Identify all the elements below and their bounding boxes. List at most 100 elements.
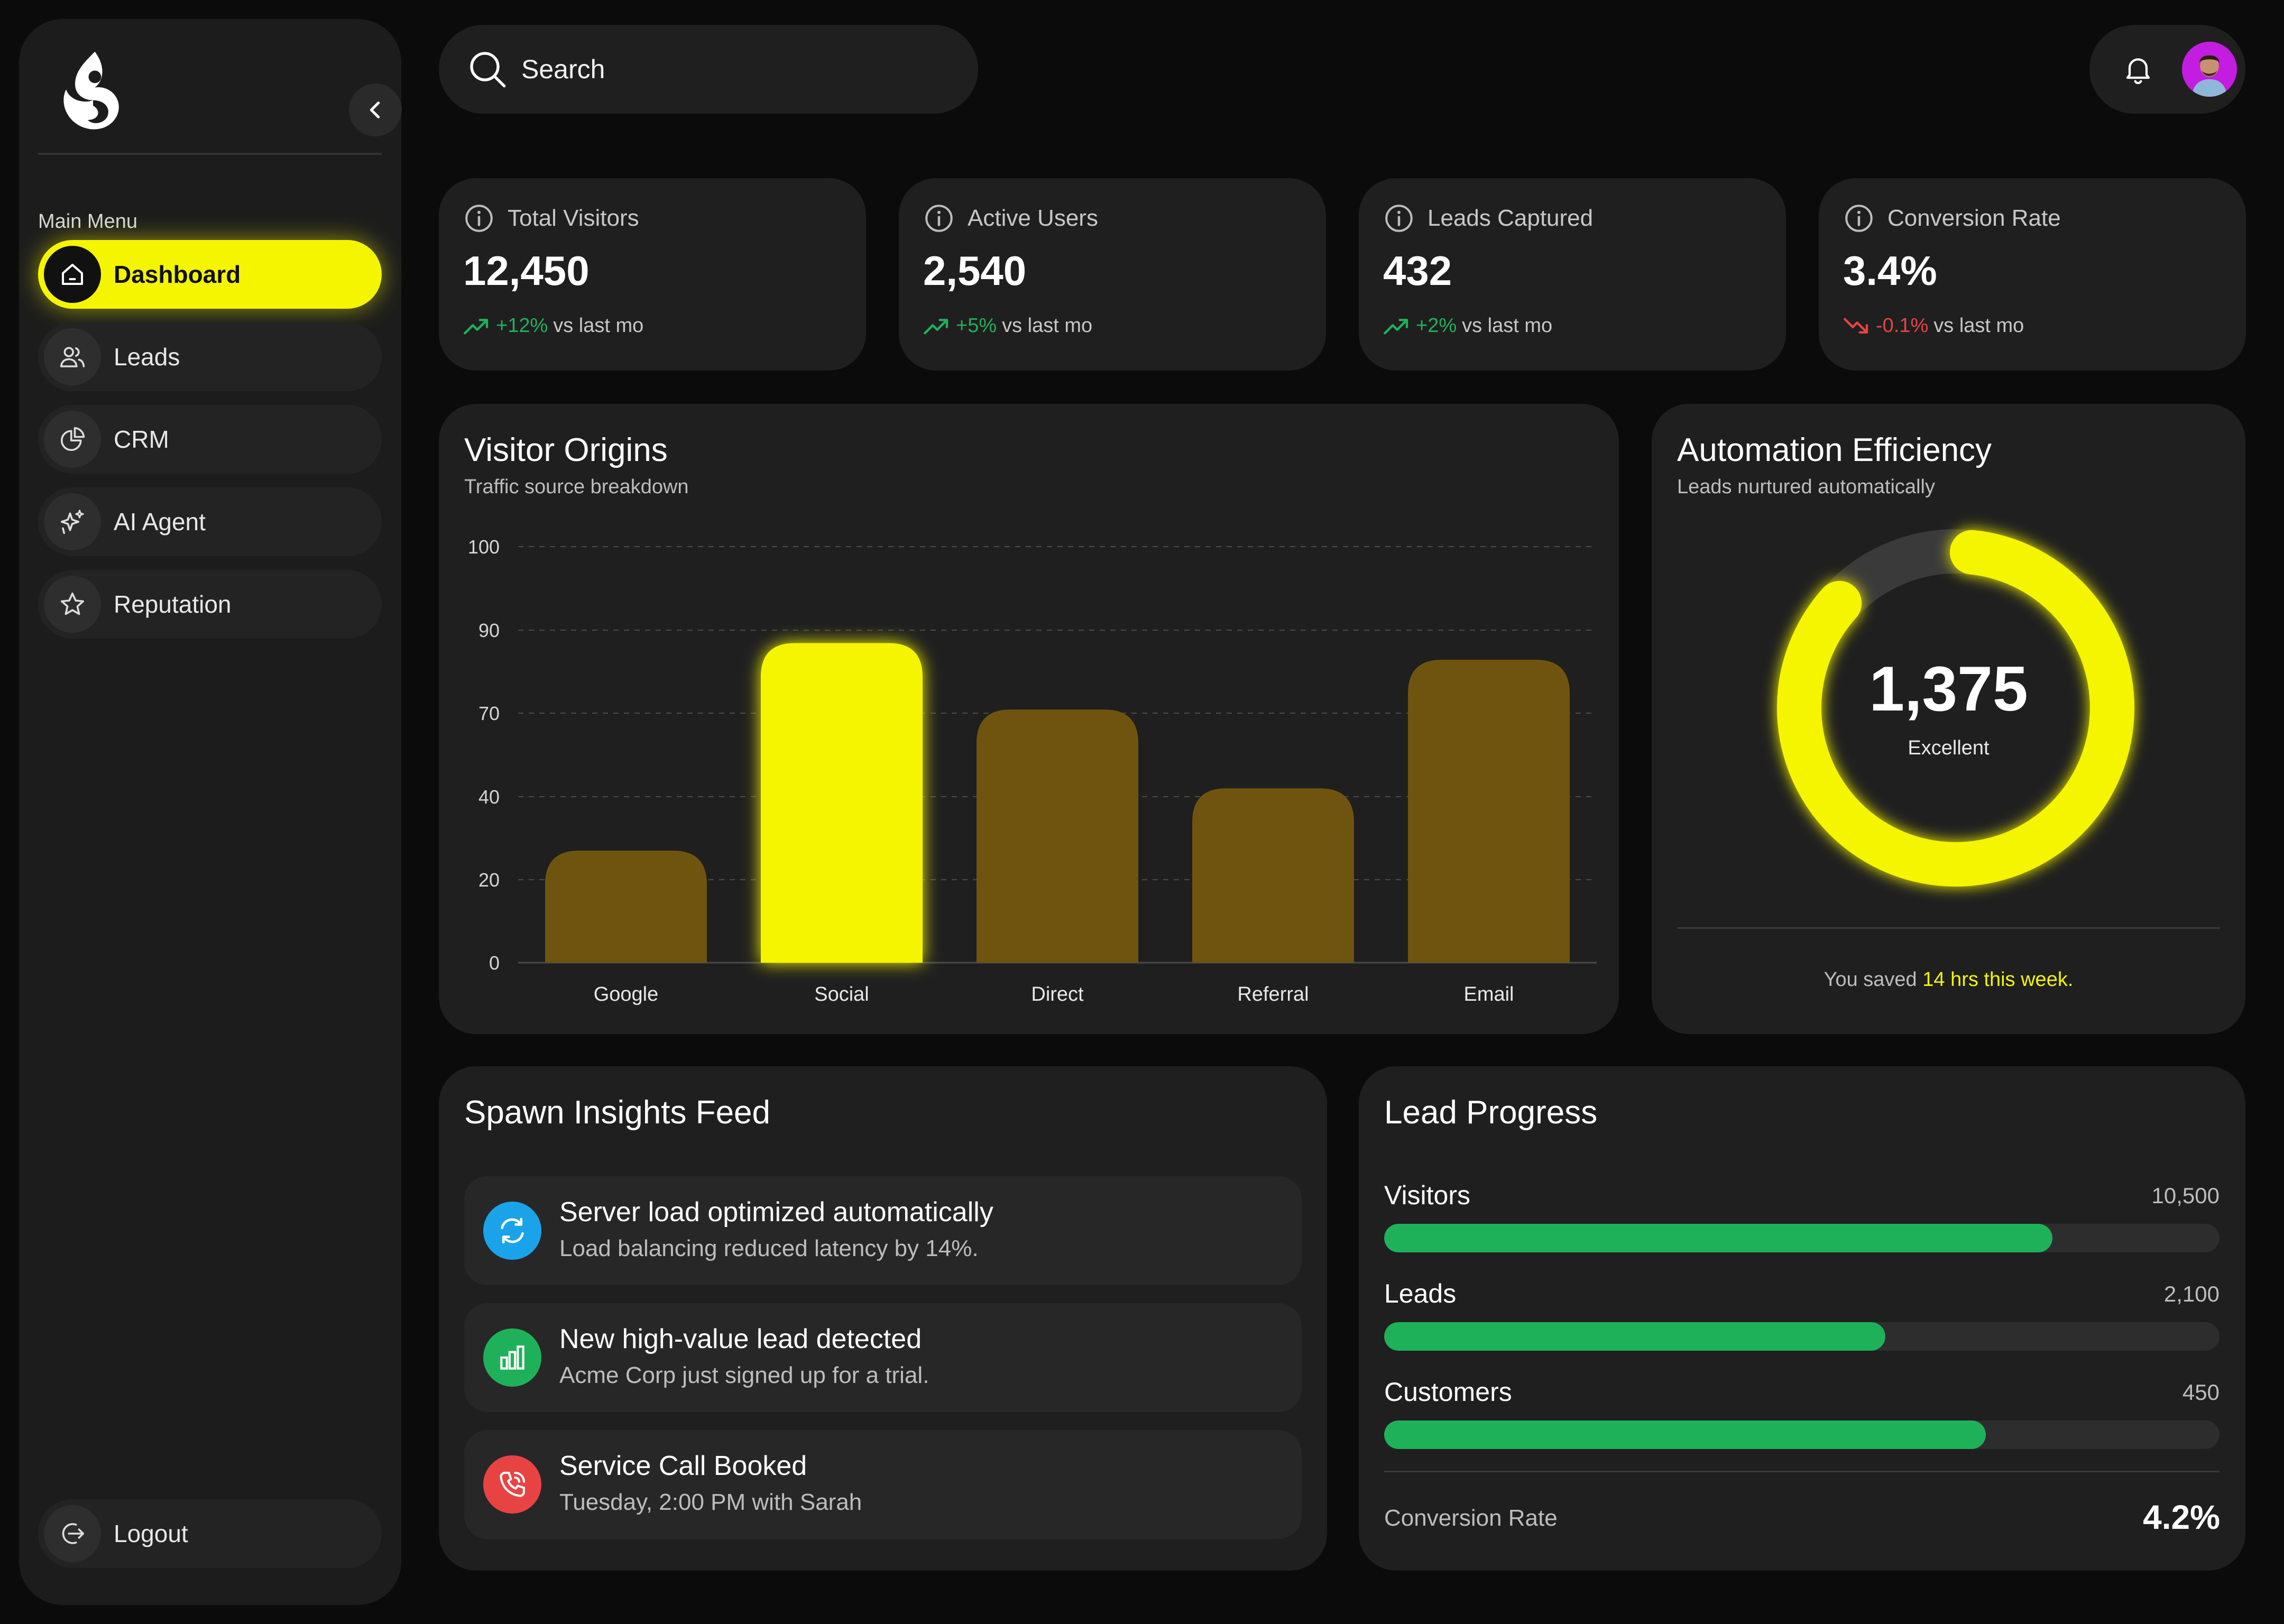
trend-up-icon bbox=[464, 318, 489, 334]
feed-item-description: Tuesday, 2:00 PM with Sarah bbox=[559, 1489, 862, 1515]
bar-google[interactable] bbox=[545, 851, 707, 963]
logout-button[interactable]: Logout bbox=[38, 1499, 382, 1568]
sidebar-item-leads[interactable]: Leads bbox=[38, 322, 382, 391]
notifications-button[interactable] bbox=[2115, 46, 2161, 93]
logout-label: Logout bbox=[114, 1520, 188, 1547]
stat-value: 3.4% bbox=[1843, 247, 1937, 294]
stat-label: Leads Captured bbox=[1428, 205, 1594, 231]
automation-rating: Excellent bbox=[1908, 737, 1990, 759]
automation-gauge bbox=[1777, 529, 2134, 887]
users-icon bbox=[60, 347, 85, 367]
top-actions bbox=[2089, 25, 2245, 114]
y-tick-label: 0 bbox=[489, 952, 500, 974]
stat-delta: -0.1% bbox=[1876, 315, 1929, 337]
stat-card-leads-captured: Leads Captured 432 +2% vs last mo bbox=[1359, 178, 1786, 371]
stat-delta: +12% bbox=[496, 315, 548, 337]
nav-icon-wrap bbox=[44, 1505, 101, 1562]
automation-title: Automation Efficiency bbox=[1677, 432, 1992, 468]
sidebar-item-label: CRM bbox=[114, 426, 169, 453]
nav-icon-wrap bbox=[44, 411, 101, 468]
insights-feed-card: Spawn Insights Feed Server load optimize… bbox=[439, 1066, 1327, 1571]
feed-item-title: Service Call Booked bbox=[559, 1451, 807, 1481]
search-bar[interactable] bbox=[439, 25, 978, 114]
feed-item-description: Acme Corp just signed up for a trial. bbox=[559, 1362, 929, 1388]
feed-item-title: New high-value lead detected bbox=[559, 1324, 922, 1354]
sidebar-item-dashboard[interactable]: Dashboard bbox=[38, 240, 382, 309]
divider bbox=[1384, 1471, 2219, 1472]
chevron-left-icon bbox=[370, 102, 380, 118]
trend-up-icon bbox=[924, 318, 948, 334]
x-tick-label: Social bbox=[814, 983, 869, 1005]
collapse-sidebar-button[interactable] bbox=[349, 84, 402, 136]
info-icon bbox=[465, 205, 493, 232]
progress-count: 2,100 bbox=[2163, 1281, 2219, 1306]
nav-icon-wrap bbox=[44, 576, 101, 633]
progress-track bbox=[1384, 1224, 2219, 1252]
info-icon bbox=[925, 205, 953, 232]
user-avatar[interactable] bbox=[2182, 42, 2237, 97]
conversion-rate-value: 4.2% bbox=[2143, 1498, 2220, 1536]
automation-value: 1,375 bbox=[1869, 653, 2028, 724]
x-tick-label: Referral bbox=[1237, 983, 1309, 1005]
y-tick-label: 40 bbox=[478, 786, 500, 808]
bar-direct[interactable] bbox=[977, 709, 1138, 963]
sidebar-divider bbox=[38, 153, 382, 155]
sidebar-item-label: Dashboard bbox=[114, 261, 241, 288]
y-tick-label: 70 bbox=[478, 703, 500, 724]
avatar-image bbox=[2182, 42, 2237, 97]
automation-footer: You saved 14 hrs this week. bbox=[1652, 968, 2245, 991]
feed-item-description: Load balancing reduced latency by 14%. bbox=[559, 1235, 979, 1261]
visitor-origins-card: Visitor Origins Traffic source breakdown… bbox=[439, 404, 1619, 1034]
feed-icon-badge bbox=[483, 1202, 541, 1260]
y-tick-label: 100 bbox=[468, 536, 500, 558]
refresh-icon bbox=[501, 1217, 524, 1244]
stat-card-active-users: Active Users 2,540 +5% vs last mo bbox=[899, 178, 1326, 371]
stat-value: 12,450 bbox=[463, 247, 590, 294]
visitor-origins-title: Visitor Origins bbox=[464, 432, 668, 468]
progress-fill bbox=[1384, 1224, 2052, 1252]
logo-icon bbox=[63, 51, 119, 130]
search-icon bbox=[470, 52, 506, 88]
bar-email[interactable] bbox=[1408, 659, 1570, 963]
stat-card-conversion-rate: Conversion Rate 3.4% -0.1% vs last mo bbox=[1819, 178, 2246, 371]
stat-label: Total Visitors bbox=[508, 205, 639, 231]
y-tick-label: 90 bbox=[478, 620, 500, 641]
x-tick-label: Email bbox=[1463, 983, 1514, 1005]
bar-social[interactable] bbox=[761, 643, 923, 963]
stat-trend: -0.1% vs last mo bbox=[1843, 315, 2024, 337]
pie-chart-icon bbox=[60, 427, 85, 451]
sidebar-item-crm[interactable]: CRM bbox=[38, 405, 382, 474]
sidebar: Main Menu Dashboard Leads bbox=[19, 19, 402, 1605]
gauge-fill bbox=[1777, 529, 2134, 887]
sidebar-item-reputation[interactable]: Reputation bbox=[38, 570, 382, 639]
feed-item[interactable]: Server load optimized automatically Load… bbox=[464, 1176, 1302, 1285]
bar-referral[interactable] bbox=[1192, 788, 1354, 963]
bell-icon bbox=[2126, 58, 2150, 85]
lead-progress-title: Lead Progress bbox=[1384, 1094, 1598, 1131]
visitor-origins-subtitle: Traffic source breakdown bbox=[464, 476, 689, 498]
phone-icon bbox=[500, 1471, 526, 1497]
sidebar-item-ai-agent[interactable]: AI Agent bbox=[38, 487, 382, 556]
progress-label: Leads bbox=[1384, 1279, 1457, 1308]
stat-trend: +2% vs last mo bbox=[1383, 315, 1552, 337]
visitor-origins-bar-chart: 0 20 40 70 90 100 Google Social Direct Referral Em… bbox=[468, 536, 1597, 1005]
footer-prefix: You saved bbox=[1823, 968, 1923, 991]
home-icon bbox=[61, 263, 84, 285]
progress-label: Customers bbox=[1384, 1377, 1512, 1407]
x-tick-label: Google bbox=[594, 983, 659, 1005]
stat-delta: +2% bbox=[1416, 315, 1457, 337]
feed-item[interactable]: New high-value lead detected Acme Corp j… bbox=[464, 1303, 1302, 1412]
lead-progress-card: Lead Progress Visitors 10,500 Leads 2,10… bbox=[1359, 1066, 2245, 1571]
progress-count: 450 bbox=[2182, 1380, 2219, 1405]
progress-fill bbox=[1384, 1420, 1986, 1449]
app-logo[interactable] bbox=[48, 48, 138, 138]
search-input[interactable] bbox=[521, 54, 944, 85]
feed-item[interactable]: Service Call Booked Tuesday, 2:00 PM wit… bbox=[464, 1430, 1302, 1539]
main-menu-heading: Main Menu bbox=[38, 210, 137, 233]
stat-trend: +12% vs last mo bbox=[463, 315, 643, 337]
sidebar-item-label: Leads bbox=[114, 343, 180, 371]
progress-count: 10,500 bbox=[2151, 1183, 2219, 1208]
stat-value: 432 bbox=[1383, 247, 1452, 294]
divider bbox=[1677, 927, 2220, 929]
trend-down-icon bbox=[1844, 318, 1868, 334]
